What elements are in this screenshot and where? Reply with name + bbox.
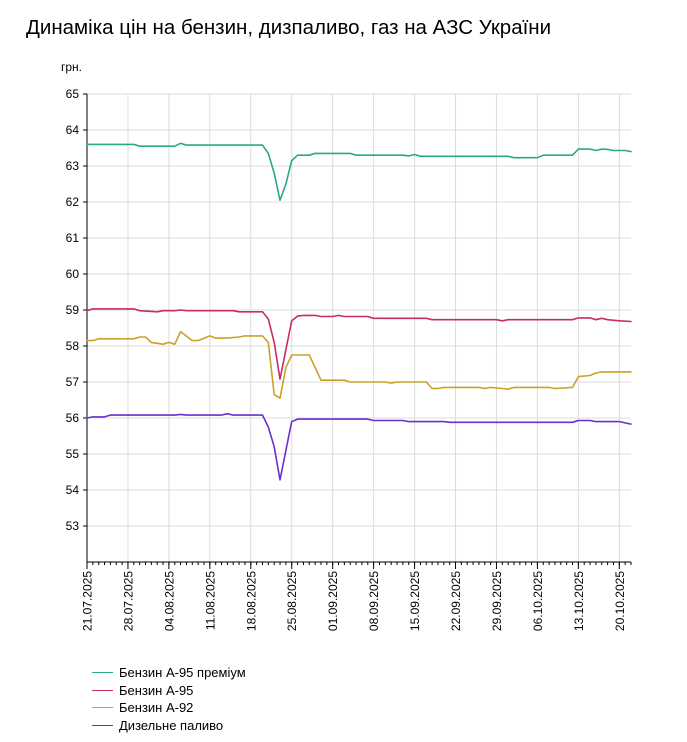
series-lines [86, 142, 632, 481]
y-tick-label: 61 [66, 231, 80, 245]
series-line-3 [86, 330, 632, 399]
legend-label: Дизельне паливо [119, 717, 224, 733]
legend-item: Бензин А-95 [92, 682, 246, 700]
x-tick-label: 13.10.2025 [572, 571, 586, 631]
legend-swatch [92, 689, 113, 691]
y-tick-label: 60 [66, 267, 80, 281]
x-tick-label: 20.10.2025 [613, 571, 627, 631]
x-tick-label: 22.09.2025 [449, 571, 463, 631]
y-tick-label: 55 [66, 447, 80, 461]
x-tick-label: 25.08.2025 [285, 571, 299, 631]
y-tick-label: 59 [66, 303, 80, 317]
grid-lines [86, 93, 631, 562]
y-tick-label: 57 [66, 375, 80, 389]
x-tick-label: 11.08.2025 [203, 571, 217, 630]
y-tick-label: 56 [66, 411, 80, 425]
legend-item: Дизельне паливо [92, 717, 246, 735]
y-tick-label: 53 [66, 519, 80, 533]
chart-title: Динаміка цін на бензин, дизпаливо, газ н… [26, 16, 552, 39]
legend: Бензин А-95 преміум Бензин А-95 Бензин А-9… [92, 664, 246, 734]
series-line-2 [86, 308, 632, 380]
x-tick-label: 18.08.2025 [244, 571, 258, 631]
legend-swatch [92, 707, 113, 709]
series-line-4 [86, 412, 632, 481]
x-tick-label: 28.07.2025 [121, 571, 135, 631]
legend-label: Бензин А-92 [119, 700, 194, 716]
y-tick-label: 54 [66, 483, 80, 497]
x-tick-label: 15.09.2025 [408, 571, 422, 631]
legend-swatch [92, 724, 113, 726]
series-line-1 [86, 142, 632, 201]
y-tick-label: 62 [66, 195, 80, 209]
x-tick-label: 06.10.2025 [531, 571, 545, 631]
y-tick-label: 58 [66, 339, 80, 353]
legend-item: Бензин А-95 преміум [92, 664, 246, 682]
x-tick-label: 01.09.2025 [326, 571, 340, 631]
y-tick-label: 64 [66, 123, 80, 137]
y-tick-label: 63 [66, 159, 80, 173]
legend-label: Бензин А-95 [119, 682, 194, 698]
legend-swatch [92, 672, 113, 674]
legend-label: Бензин А-95 преміум [119, 665, 246, 681]
y-axis-ticks: 53 54 55 56 57 58 59 60 61 62 63 64 65 [66, 87, 87, 533]
x-tick-label: 08.09.2025 [367, 571, 381, 631]
x-axis-ticks: 21.07.2025 28.07.2025 04.08.2025 11.08.2025… [81, 562, 632, 631]
axes [86, 94, 631, 563]
y-axis-label: грн. [61, 60, 82, 74]
y-tick-label: 65 [66, 87, 80, 101]
x-tick-label: 04.08.2025 [162, 571, 176, 631]
legend-item: Бензин А-92 [92, 699, 246, 717]
x-tick-label: 29.09.2025 [490, 571, 504, 631]
x-tick-label: 21.07.2025 [81, 571, 95, 631]
